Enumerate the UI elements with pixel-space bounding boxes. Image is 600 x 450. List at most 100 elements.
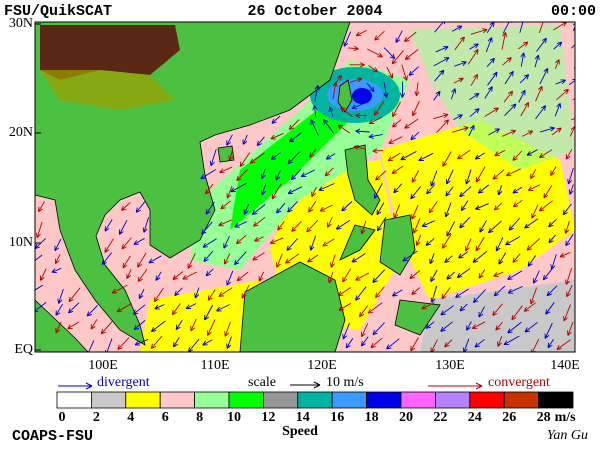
wind-arrow xyxy=(373,182,383,199)
wind-arrow xyxy=(349,62,365,68)
wind-arrow xyxy=(507,321,522,334)
wind-arrow xyxy=(368,116,383,125)
wind-arrow xyxy=(539,149,553,158)
wind-arrow xyxy=(567,167,574,185)
wind-arrow xyxy=(35,254,43,261)
wind-arrow xyxy=(551,127,562,136)
scale-label: scale xyxy=(248,375,276,390)
wind-arrow xyxy=(309,149,317,158)
wind-arrow xyxy=(67,321,80,330)
colorbar-tick: 14 xyxy=(296,410,310,425)
lon-label: 100E xyxy=(88,358,118,373)
wind-arrow xyxy=(353,145,366,151)
wind-arrow xyxy=(479,220,487,233)
lon-label: 130E xyxy=(435,358,465,373)
wind-arrow xyxy=(442,151,452,167)
wind-arrow xyxy=(487,71,498,86)
highland xyxy=(40,25,180,80)
convergent-label: convergent xyxy=(488,375,550,390)
wind-arrow xyxy=(545,302,555,315)
wind-arrow xyxy=(492,169,505,180)
wind-arrow xyxy=(219,166,233,174)
wind-arrow xyxy=(527,184,541,191)
wind-arrow xyxy=(254,236,264,242)
wind-arrow xyxy=(520,52,526,67)
wind-arrow xyxy=(470,28,488,35)
wind-arrow xyxy=(414,82,420,97)
wind-arrow xyxy=(430,285,438,303)
wind-arrow xyxy=(155,271,162,281)
wind-arrow xyxy=(391,165,404,174)
wind-arrow xyxy=(328,106,334,117)
wind-arrow xyxy=(261,183,267,196)
wind-arrow xyxy=(116,303,132,313)
footer-left: COAPS-FSU xyxy=(12,428,93,445)
wind-arrow xyxy=(383,82,389,98)
wind-arrow xyxy=(526,238,541,251)
wind-arrow xyxy=(467,49,479,65)
wind-arrow xyxy=(391,119,402,128)
wind-arrow xyxy=(556,88,569,101)
wind-arrow xyxy=(486,57,495,67)
divergent-arrow xyxy=(85,382,93,390)
wind-arrow xyxy=(444,202,452,218)
colorbar-box xyxy=(366,391,402,409)
wind-arrow xyxy=(400,151,417,161)
wind-arrow xyxy=(402,250,418,262)
wind-arrow xyxy=(372,269,386,284)
wind-arrow xyxy=(506,168,521,177)
wind-arrow xyxy=(202,238,217,248)
wind-arrow xyxy=(309,235,317,251)
wind-arrow xyxy=(228,149,234,161)
wind-arrow xyxy=(393,183,403,194)
wind-arrow xyxy=(451,126,469,133)
wind-arrow xyxy=(67,302,80,314)
wind-arrow xyxy=(485,37,493,53)
wind-arrow xyxy=(546,285,558,297)
wind-arrow xyxy=(391,50,404,65)
wind-arrow xyxy=(523,302,536,312)
legend: divergent scale 10 m/s convergent xyxy=(58,375,550,390)
wind-arrow xyxy=(100,320,113,335)
wind-arrow xyxy=(351,253,366,263)
wind-arrow xyxy=(275,170,281,181)
wind-arrow xyxy=(276,202,286,214)
wind-arrow xyxy=(392,289,403,297)
colorbar-box xyxy=(538,391,574,409)
header-right: 00:00 xyxy=(551,3,596,20)
wind-arrow xyxy=(355,286,367,301)
wind-arrow xyxy=(474,152,485,160)
wind-arrow xyxy=(401,64,408,81)
wind-arrow xyxy=(492,303,503,316)
wind-arrow xyxy=(474,338,485,348)
wind-arrow xyxy=(343,31,352,47)
wind-arrow xyxy=(507,285,523,294)
wind-arrow xyxy=(455,288,469,298)
wind-arrow xyxy=(573,66,575,69)
wind-arrow xyxy=(239,152,251,167)
wind-arrow xyxy=(360,336,369,347)
wind-arrow xyxy=(502,57,512,66)
wind-arrow xyxy=(411,204,419,220)
wind-arrow xyxy=(226,270,234,286)
wind-arrow xyxy=(86,340,95,352)
wind-arrow xyxy=(38,201,45,213)
wind-arrow xyxy=(286,238,298,251)
wind-arrow xyxy=(121,237,132,250)
wind-arrow xyxy=(220,200,231,210)
wind-arrow xyxy=(532,270,540,284)
speed-patch xyxy=(230,100,360,230)
wind-arrow xyxy=(529,287,538,305)
wind-arrow xyxy=(421,302,435,310)
wind-arrow xyxy=(518,89,526,103)
wind-arrow xyxy=(150,320,166,333)
wind-arrow xyxy=(413,218,421,234)
wind-arrow xyxy=(154,304,165,310)
wind-arrow xyxy=(134,338,149,346)
wind-arrow xyxy=(536,37,547,52)
wind-arrow xyxy=(440,321,453,332)
wind-arrow xyxy=(277,221,285,231)
wind-arrow xyxy=(471,321,486,329)
wind-arrow xyxy=(383,47,396,60)
wind-arrow xyxy=(187,253,196,269)
